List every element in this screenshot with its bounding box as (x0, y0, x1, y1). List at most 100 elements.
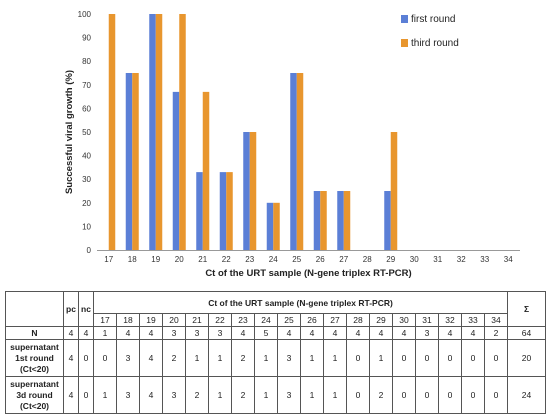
legend-label: first round (411, 14, 455, 25)
bar-third-round (155, 14, 163, 250)
y-axis-title: Successful viral growth (%) (64, 70, 75, 194)
count-cell: 4 (369, 326, 393, 340)
count-cell: 4 (346, 326, 370, 340)
count-cell: 2 (185, 376, 209, 414)
bar-first-round (243, 132, 250, 250)
bar-first-round (290, 73, 297, 250)
bar-third-round (249, 132, 257, 250)
ct-value-cell: 23 (231, 313, 255, 327)
x-tick-label: 20 (175, 255, 184, 264)
count-cell: 4 (139, 326, 163, 340)
counts-table: pc nc Ct of the URT sample (N-gene tripl… (5, 291, 547, 414)
bar-third-round (202, 91, 210, 250)
pc-cell: 4 (63, 339, 79, 377)
ct-value-cell: 21 (185, 313, 209, 327)
y-tick-label: 10 (82, 222, 91, 231)
x-tick-label: 18 (128, 255, 137, 264)
bar-first-round (149, 14, 156, 250)
count-cell: 0 (346, 339, 370, 377)
count-cell: 2 (231, 339, 255, 377)
ct-value-cell: 31 (415, 313, 439, 327)
count-cell: 1 (369, 339, 393, 377)
ct-value-cell: 27 (323, 313, 347, 327)
count-cell: 3 (116, 376, 140, 414)
pc-cell: 4 (63, 376, 79, 414)
x-tick-label: 25 (292, 255, 301, 264)
ct-value-cell: 18 (116, 313, 140, 327)
count-cell: 1 (93, 326, 117, 340)
row-label: N (5, 326, 64, 340)
legend-swatch (401, 15, 408, 23)
nc-header: nc (78, 291, 94, 327)
bar-chart: 0 10 20 30 40 50 60 70 80 90 100 17 18 19 20 21 22 23 24 2… (64, 10, 520, 279)
count-cell: 0 (392, 339, 416, 377)
count-cell: 0 (93, 339, 117, 377)
x-tick-label: 34 (504, 255, 513, 264)
count-cell: 3 (415, 326, 439, 340)
row-label: supernatant 3d round (Ct<20) (5, 376, 64, 414)
bar-third-round (226, 172, 233, 250)
count-cell: 4 (300, 326, 324, 340)
count-cell: 0 (483, 376, 509, 414)
bar-first-round (313, 191, 321, 250)
count-cell: 1 (208, 376, 232, 414)
x-tick-label: 29 (386, 255, 395, 264)
count-cell: 4 (323, 326, 347, 340)
count-cell: 4 (392, 326, 416, 340)
x-axis-title: Ct of the URT sample (N-gene triplex RT-… (205, 268, 411, 279)
count-cell: 0 (438, 339, 462, 377)
sum-cell: 24 (507, 376, 547, 414)
bar-series (108, 14, 398, 250)
count-cell: 4 (139, 376, 163, 414)
count-cell: 3 (208, 326, 232, 340)
bar-first-round (125, 73, 133, 250)
count-cell: 1 (300, 376, 324, 414)
x-tick-label: 27 (339, 255, 348, 264)
ct-values-row: 17 18 19 20 21 22 23 24 25 26 27 28 29 30 31 32 33 34 (6, 313, 546, 327)
ct-value-cell: 32 (438, 313, 462, 327)
pc-cell: 4 (63, 326, 79, 340)
y-tick-label: 30 (82, 175, 91, 184)
count-cell: 3 (185, 326, 209, 340)
row-label: supernatant 1st round (Ct<20) (5, 339, 64, 377)
ct-header-title: Ct of the URT sample (N-gene triplex RT-… (92, 291, 509, 314)
ct-value-cell: 33 (461, 313, 485, 327)
ct-value-cell: 19 (139, 313, 163, 327)
table-body: N 4 4 1 4 4 3 3 3 4 5 4 4 4 4 4 4 3 4 4 2 64 supernatant 1st r… (5, 326, 547, 414)
bar-third-round (296, 73, 304, 250)
bar-third-round (108, 14, 116, 250)
legend-swatch (401, 39, 408, 47)
ct-value-cell: 20 (162, 313, 186, 327)
x-tick-label: 19 (151, 255, 160, 264)
x-tick-label: 17 (104, 255, 113, 264)
x-tick-label: 30 (410, 255, 419, 264)
y-tick-label: 40 (82, 152, 91, 161)
y-axis-ticks: 0 10 20 30 40 50 60 70 80 90 100 (78, 10, 92, 255)
ct-value-cell: 24 (254, 313, 278, 327)
count-cell: 3 (277, 339, 301, 377)
pc-header: pc (63, 291, 79, 327)
bar-third-round (320, 191, 327, 250)
count-cell: 2 (369, 376, 393, 414)
bar-first-round (266, 202, 274, 250)
ct-value-cell: 28 (346, 313, 370, 327)
bar-first-round (337, 191, 344, 250)
count-cell: 1 (185, 339, 209, 377)
count-cell: 0 (483, 339, 509, 377)
count-cell: 0 (392, 376, 416, 414)
count-cell: 2 (483, 326, 509, 340)
count-cell: 1 (254, 339, 278, 377)
count-cell: 0 (461, 339, 485, 377)
count-cell: 1 (208, 339, 232, 377)
y-tick-label: 60 (82, 104, 91, 113)
table-row: supernatant 3d round (Ct<20) 4 0 1 3 4 3 2 1 2 1 3 1… (5, 376, 547, 414)
y-tick-label: 0 (87, 246, 92, 255)
bar-third-round (390, 132, 398, 250)
table-row: N 4 4 1 4 4 3 3 3 4 5 4 4 4 4 4 4 3 4 4 2 64 (5, 326, 547, 340)
x-tick-label: 24 (269, 255, 278, 264)
count-cell: 4 (438, 326, 462, 340)
count-cell: 4 (139, 339, 163, 377)
y-tick-label: 70 (82, 81, 91, 90)
sum-cell: 64 (507, 326, 547, 340)
table-corner (5, 291, 64, 327)
